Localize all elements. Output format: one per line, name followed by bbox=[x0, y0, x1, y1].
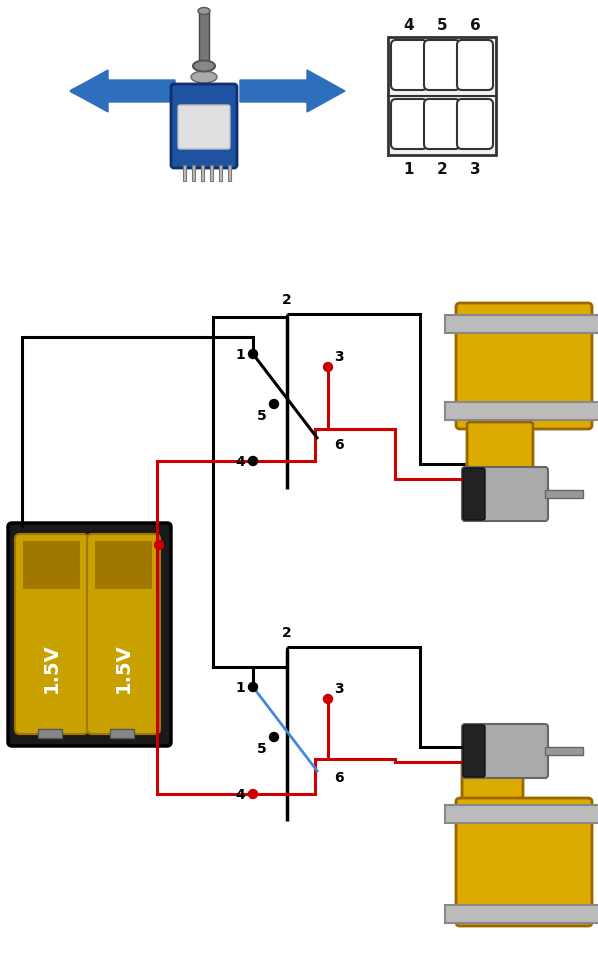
Bar bbox=[445, 905, 598, 923]
FancyBboxPatch shape bbox=[87, 535, 160, 735]
Bar bbox=[545, 747, 583, 755]
Bar bbox=[545, 490, 583, 498]
Circle shape bbox=[249, 457, 258, 466]
Bar bbox=[445, 402, 598, 421]
FancyBboxPatch shape bbox=[8, 523, 171, 746]
Bar bbox=[182, 166, 185, 182]
Bar bbox=[218, 166, 221, 182]
FancyBboxPatch shape bbox=[391, 41, 427, 91]
FancyArrow shape bbox=[240, 71, 345, 112]
Bar bbox=[110, 730, 134, 738]
Bar bbox=[209, 166, 212, 182]
FancyBboxPatch shape bbox=[457, 100, 493, 150]
Text: 1.5V: 1.5V bbox=[41, 642, 60, 692]
Text: 3: 3 bbox=[334, 681, 344, 696]
FancyArrow shape bbox=[70, 71, 175, 112]
Bar bbox=[200, 166, 203, 182]
Bar bbox=[388, 38, 496, 156]
Ellipse shape bbox=[198, 9, 210, 16]
FancyBboxPatch shape bbox=[391, 100, 427, 150]
Text: 3: 3 bbox=[334, 350, 344, 363]
Bar bbox=[23, 542, 80, 589]
FancyBboxPatch shape bbox=[463, 469, 485, 520]
Text: 4: 4 bbox=[235, 454, 245, 469]
Text: 1: 1 bbox=[404, 162, 414, 176]
FancyBboxPatch shape bbox=[424, 41, 460, 91]
FancyBboxPatch shape bbox=[424, 100, 460, 150]
FancyBboxPatch shape bbox=[462, 467, 548, 521]
Circle shape bbox=[249, 350, 258, 359]
Text: 6: 6 bbox=[469, 18, 480, 33]
Bar bbox=[445, 316, 598, 333]
Circle shape bbox=[324, 363, 332, 372]
Text: 5: 5 bbox=[257, 409, 267, 422]
Bar bbox=[445, 805, 598, 823]
Text: 6: 6 bbox=[334, 770, 344, 784]
FancyBboxPatch shape bbox=[457, 41, 493, 91]
Bar bbox=[199, 12, 209, 67]
Circle shape bbox=[270, 400, 279, 409]
Bar bbox=[95, 542, 152, 589]
Bar bbox=[191, 166, 194, 182]
Circle shape bbox=[324, 695, 332, 703]
Text: 2: 2 bbox=[282, 625, 292, 640]
Circle shape bbox=[249, 683, 258, 692]
Text: 2: 2 bbox=[437, 162, 447, 176]
Ellipse shape bbox=[193, 61, 215, 73]
Bar bbox=[227, 166, 230, 182]
Text: 2: 2 bbox=[282, 293, 292, 306]
Circle shape bbox=[270, 733, 279, 741]
FancyBboxPatch shape bbox=[456, 303, 592, 429]
Ellipse shape bbox=[191, 72, 217, 84]
Circle shape bbox=[249, 790, 258, 798]
FancyBboxPatch shape bbox=[171, 85, 237, 169]
FancyBboxPatch shape bbox=[463, 725, 485, 777]
Bar bbox=[38, 730, 62, 738]
Text: 4: 4 bbox=[235, 787, 245, 801]
Text: 5: 5 bbox=[437, 18, 447, 33]
Text: 3: 3 bbox=[469, 162, 480, 176]
Text: 1.5V: 1.5V bbox=[114, 642, 133, 692]
FancyBboxPatch shape bbox=[456, 798, 592, 926]
FancyBboxPatch shape bbox=[462, 724, 548, 778]
FancyBboxPatch shape bbox=[178, 106, 230, 150]
Text: 1: 1 bbox=[235, 348, 245, 361]
FancyBboxPatch shape bbox=[467, 422, 533, 474]
FancyBboxPatch shape bbox=[462, 760, 523, 805]
Text: 4: 4 bbox=[404, 18, 414, 33]
Text: 6: 6 bbox=[334, 438, 344, 452]
FancyBboxPatch shape bbox=[15, 535, 88, 735]
Circle shape bbox=[154, 541, 163, 550]
Text: 5: 5 bbox=[257, 741, 267, 755]
Text: 1: 1 bbox=[235, 680, 245, 694]
